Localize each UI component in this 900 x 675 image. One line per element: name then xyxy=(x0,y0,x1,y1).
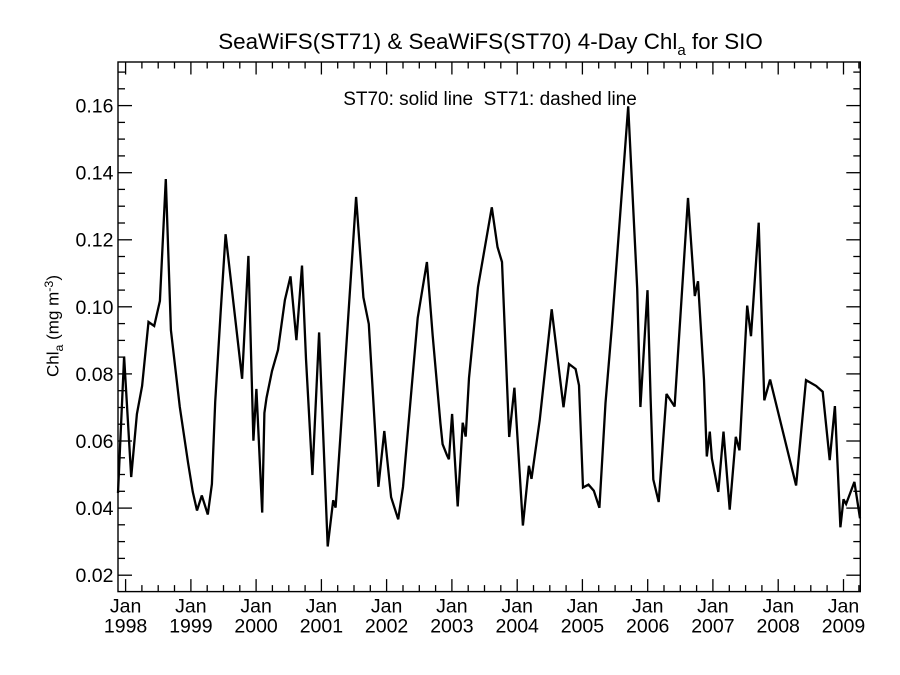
svg-text:1998: 1998 xyxy=(104,616,147,638)
svg-text:Jan: Jan xyxy=(240,596,271,618)
svg-text:Jan: Jan xyxy=(110,596,141,618)
svg-text:2006: 2006 xyxy=(626,616,669,638)
svg-text:Jan: Jan xyxy=(567,596,598,618)
svg-text:Jan: Jan xyxy=(436,596,467,618)
svg-text:Jan: Jan xyxy=(175,596,206,618)
svg-text:0.10: 0.10 xyxy=(76,297,114,319)
svg-text:0.04: 0.04 xyxy=(76,498,114,520)
svg-text:Jan: Jan xyxy=(632,596,663,618)
svg-text:0.08: 0.08 xyxy=(76,364,114,386)
svg-text:Chla (mg m-3): Chla (mg m-3) xyxy=(42,275,66,377)
svg-text:Jan: Jan xyxy=(828,596,859,618)
svg-text:Jan: Jan xyxy=(697,596,728,618)
svg-text:2005: 2005 xyxy=(561,616,605,638)
svg-text:2003: 2003 xyxy=(430,616,473,638)
svg-text:Jan: Jan xyxy=(371,596,402,618)
svg-text:2007: 2007 xyxy=(691,616,734,638)
svg-text:Jan: Jan xyxy=(501,596,532,618)
svg-text:0.16: 0.16 xyxy=(76,96,114,118)
svg-text:0.06: 0.06 xyxy=(76,431,114,453)
svg-text:0.12: 0.12 xyxy=(76,230,114,252)
svg-text:0.14: 0.14 xyxy=(76,163,114,185)
svg-text:2009: 2009 xyxy=(822,616,865,638)
svg-text:2004: 2004 xyxy=(496,616,540,638)
svg-text:1999: 1999 xyxy=(169,616,212,638)
svg-text:Jan: Jan xyxy=(306,596,337,618)
svg-text:ST70: solid line ST71: dashed: ST70: solid line ST71: dashed line xyxy=(343,89,637,110)
svg-text:Jan: Jan xyxy=(762,596,793,618)
svg-text:2001: 2001 xyxy=(300,616,343,638)
svg-text:2002: 2002 xyxy=(365,616,408,638)
svg-text:2000: 2000 xyxy=(234,616,278,638)
svg-text:2008: 2008 xyxy=(757,616,800,638)
svg-text:0.02: 0.02 xyxy=(76,565,114,587)
svg-text:SeaWiFS(ST71) & SeaWiFS(ST70): SeaWiFS(ST71) & SeaWiFS(ST70) 4-Day Chla… xyxy=(218,29,763,59)
